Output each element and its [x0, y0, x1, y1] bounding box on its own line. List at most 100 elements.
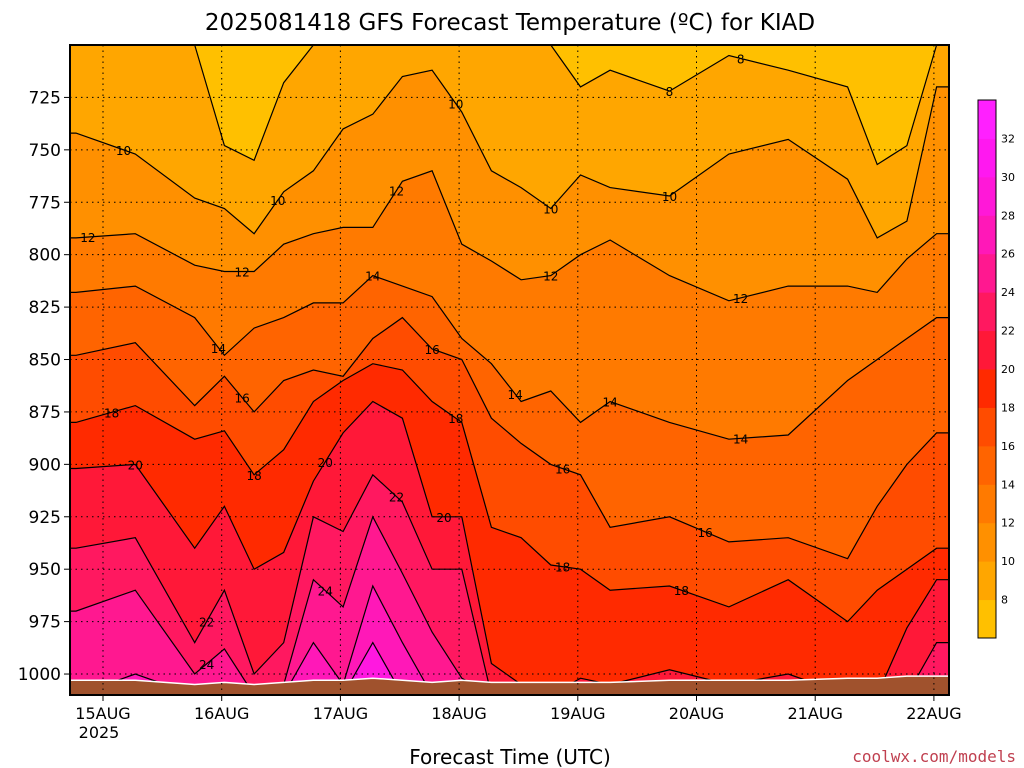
colorbar-frame [977, 99, 997, 639]
isotherm-label: 10 [448, 98, 463, 112]
isotherm-label: 10 [662, 190, 677, 204]
colorbar-tick-label: 20 [1001, 363, 1015, 376]
x-year-label: 2025 [79, 723, 120, 742]
isotherm-label: 18 [448, 412, 463, 426]
isotherm-12 [70, 170, 949, 302]
colorbar-tick-label: 12 [1001, 517, 1015, 530]
y-tick-label: 725 [29, 88, 61, 108]
colorbar-tick-label: 30 [1001, 171, 1015, 184]
isotherm-label: 24 [318, 585, 333, 599]
isotherm-label: 14 [211, 342, 226, 356]
isotherm-label: 20 [128, 458, 143, 472]
isotherm-label: 20 [436, 511, 451, 525]
colorbar-tick-label: 26 [1001, 248, 1015, 261]
colorbar-tick-label: 32 [1001, 132, 1015, 145]
chart-title: 2025081418 GFS Forecast Temperature (ºC)… [205, 10, 815, 36]
y-tick-label: 900 [29, 455, 61, 475]
isotherm-label: 18 [555, 561, 570, 575]
colorbar-segment [978, 599, 996, 639]
isotherm-label: 10 [270, 194, 285, 208]
y-tick-label: 750 [29, 141, 61, 161]
temperature-fill-layers [70, 45, 949, 695]
colorbar-tick-label: 16 [1001, 440, 1015, 453]
x-tick-label: 15AUG [75, 704, 130, 723]
isotherm-14 [70, 274, 949, 440]
y-tick-label: 775 [29, 193, 61, 213]
x-tick-label: 17AUG [313, 704, 368, 723]
colorbar-segment [978, 215, 996, 255]
isotherm-label: 16 [555, 463, 570, 477]
isotherm-16 [70, 316, 949, 560]
isotherm-18 [70, 363, 949, 623]
y-tick-label: 875 [29, 403, 61, 423]
y-tick-label: 800 [29, 246, 61, 266]
isotherm-label: 8 [666, 85, 674, 99]
isotherm-label: 18 [246, 469, 261, 483]
isotherm-label: 24 [199, 658, 214, 672]
isotherm-contours [70, 45, 949, 695]
colorbar-segment [978, 100, 996, 139]
x-tick-label: 16AUG [194, 704, 249, 723]
colorbar-segment [978, 292, 996, 332]
x-tick-label: 21AUG [787, 704, 842, 723]
isotherm-label: 22 [389, 491, 404, 505]
isotherm-label: 8 [737, 52, 745, 66]
isotherm-label: 16 [424, 343, 439, 357]
isotherm-label: 18 [104, 406, 119, 420]
colorbar-tick-label: 22 [1001, 325, 1015, 338]
x-tick-label: 19AUG [550, 704, 605, 723]
colorbar-tick-label: 14 [1001, 478, 1015, 491]
colorbar-segment [978, 407, 996, 447]
isotherm-labels: 8 8 10 10 10 10 10 12 12 12 12 12 14 14 14 14 14 16 16 16 16… [80, 52, 748, 672]
isotherm-label: 14 [602, 396, 617, 410]
x-tick-label: 20AUG [669, 704, 724, 723]
isotherm-label: 10 [543, 203, 558, 217]
band-above-22 [70, 474, 949, 695]
y-tick-label: 925 [29, 508, 61, 528]
colorbar-segment [978, 522, 996, 562]
isotherm-label: 10 [116, 144, 131, 158]
isotherm-label: 12 [389, 185, 404, 199]
ground-surface [70, 675, 949, 695]
isotherm-label: 12 [235, 266, 250, 280]
x-tick-label: 22AUG [906, 704, 961, 723]
isotherm-label: 12 [733, 292, 748, 306]
colorbar-tick-label: 10 [1001, 555, 1015, 568]
isotherm-label: 16 [697, 526, 712, 540]
colorbar: 8 10 12 14 16 18 20 22 24 26 28 30 32 [977, 99, 1015, 639]
isotherm-10 [70, 69, 949, 239]
colorbar-segment [978, 253, 996, 293]
x-axis-label: Forecast Time (UTC) [409, 745, 611, 768]
colorbar-segment [978, 369, 996, 408]
y-tick-label: 850 [29, 351, 61, 371]
colorbar-segment [978, 138, 996, 178]
isotherm-label: 12 [80, 231, 95, 245]
colorbar-tick-label: 8 [1001, 594, 1008, 607]
y-tick-label: 950 [29, 560, 61, 580]
isotherm-label: 14 [733, 432, 748, 446]
colorbar-segment [978, 445, 996, 485]
isotherm-label: 22 [199, 616, 214, 630]
colorbar-segment [978, 176, 996, 216]
y-axis: 725 750 775 800 825 850 875 900 925 950 975 1000 [18, 88, 70, 685]
isotherm-label: 14 [365, 270, 380, 284]
plot-gridlines [70, 45, 949, 695]
colorbar-segment [978, 484, 996, 524]
plot-frame [69, 44, 950, 696]
colorbar-tick-label: 18 [1001, 401, 1015, 414]
y-tick-label: 975 [29, 613, 61, 633]
y-tick-label: 1000 [18, 665, 61, 685]
colorbar-tick-label: 28 [1001, 209, 1015, 222]
watermark: coolwx.com/models [852, 747, 1016, 766]
isotherm-label: 16 [235, 392, 250, 406]
isotherm-label: 14 [508, 388, 523, 402]
y-tick-label: 825 [29, 298, 61, 318]
colorbar-segment [978, 561, 996, 601]
isotherm-22 [70, 473, 949, 695]
x-tick-label: 18AUG [431, 704, 486, 723]
isotherm-label: 18 [674, 584, 689, 598]
colorbar-tick-label: 24 [1001, 286, 1015, 299]
band-above-24 [70, 516, 949, 695]
isotherm-label: 20 [318, 456, 333, 470]
